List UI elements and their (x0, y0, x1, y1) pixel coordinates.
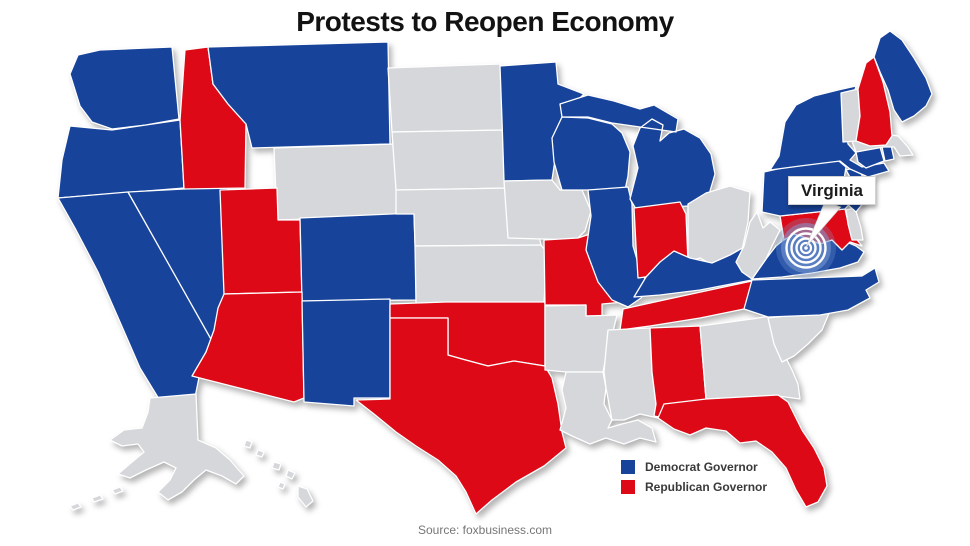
virginia-callout: Virginia (788, 176, 876, 205)
democrat-color-swatch (621, 460, 635, 474)
source-credit: Source: foxbusiness.com (417, 523, 553, 537)
states-group: WashingtonOregonCaliforniaNevadaIdahoMon… (57, 30, 933, 515)
state-hi: Hawaii (243, 439, 314, 508)
state-il: Illinois (585, 186, 650, 308)
republican-color-swatch (621, 480, 635, 494)
state-wv: West Virginia (735, 211, 781, 280)
state-wi: Wisconsin (551, 116, 631, 191)
state-mt: Montana (207, 41, 391, 149)
state-or: Oregon (57, 119, 185, 199)
state-me: Maine (873, 30, 933, 123)
virginia-target-marker (776, 200, 842, 278)
page-title: Protests to Reopen Economy (296, 6, 674, 37)
marker-ring-2 (795, 237, 817, 259)
marker-ring-1 (799, 241, 813, 255)
state-nc: North Carolina (743, 267, 880, 318)
marker-center-dot (804, 246, 808, 250)
legend-label-democrat: Democrat Governor (645, 460, 758, 474)
state-fl: Florida (657, 394, 828, 508)
state-sc: South Carolina (767, 310, 831, 363)
state-nm: New Mexico (301, 298, 391, 407)
state-co: Colorado (299, 212, 418, 302)
legend-row-republican: Republican Governor (621, 480, 767, 494)
state-ky: Kentucky (633, 245, 755, 298)
state-nh: New Hampshire (855, 56, 893, 147)
state-ny: New York (769, 85, 890, 178)
state-ms: Mississippi (603, 327, 659, 421)
legend: Democrat Governor Republican Governor (621, 460, 767, 500)
callout-label: Virginia (800, 180, 864, 200)
legend-row-democrat: Democrat Governor (621, 460, 767, 474)
marker-ring-3 (790, 232, 822, 264)
state-la: Louisiana (559, 371, 657, 445)
state-nd: North Dakota (387, 63, 507, 133)
state-ks: Kansas (414, 244, 548, 305)
state-ak: Alaska (69, 393, 245, 511)
marker-ring-4 (785, 227, 827, 269)
legend-label-republican: Republican Governor (645, 480, 768, 494)
state-tx: Texas (355, 317, 567, 515)
state-wa: Washington (69, 46, 180, 130)
state-wy: Wyoming (273, 143, 401, 221)
state-sd: South Dakota (391, 129, 512, 191)
